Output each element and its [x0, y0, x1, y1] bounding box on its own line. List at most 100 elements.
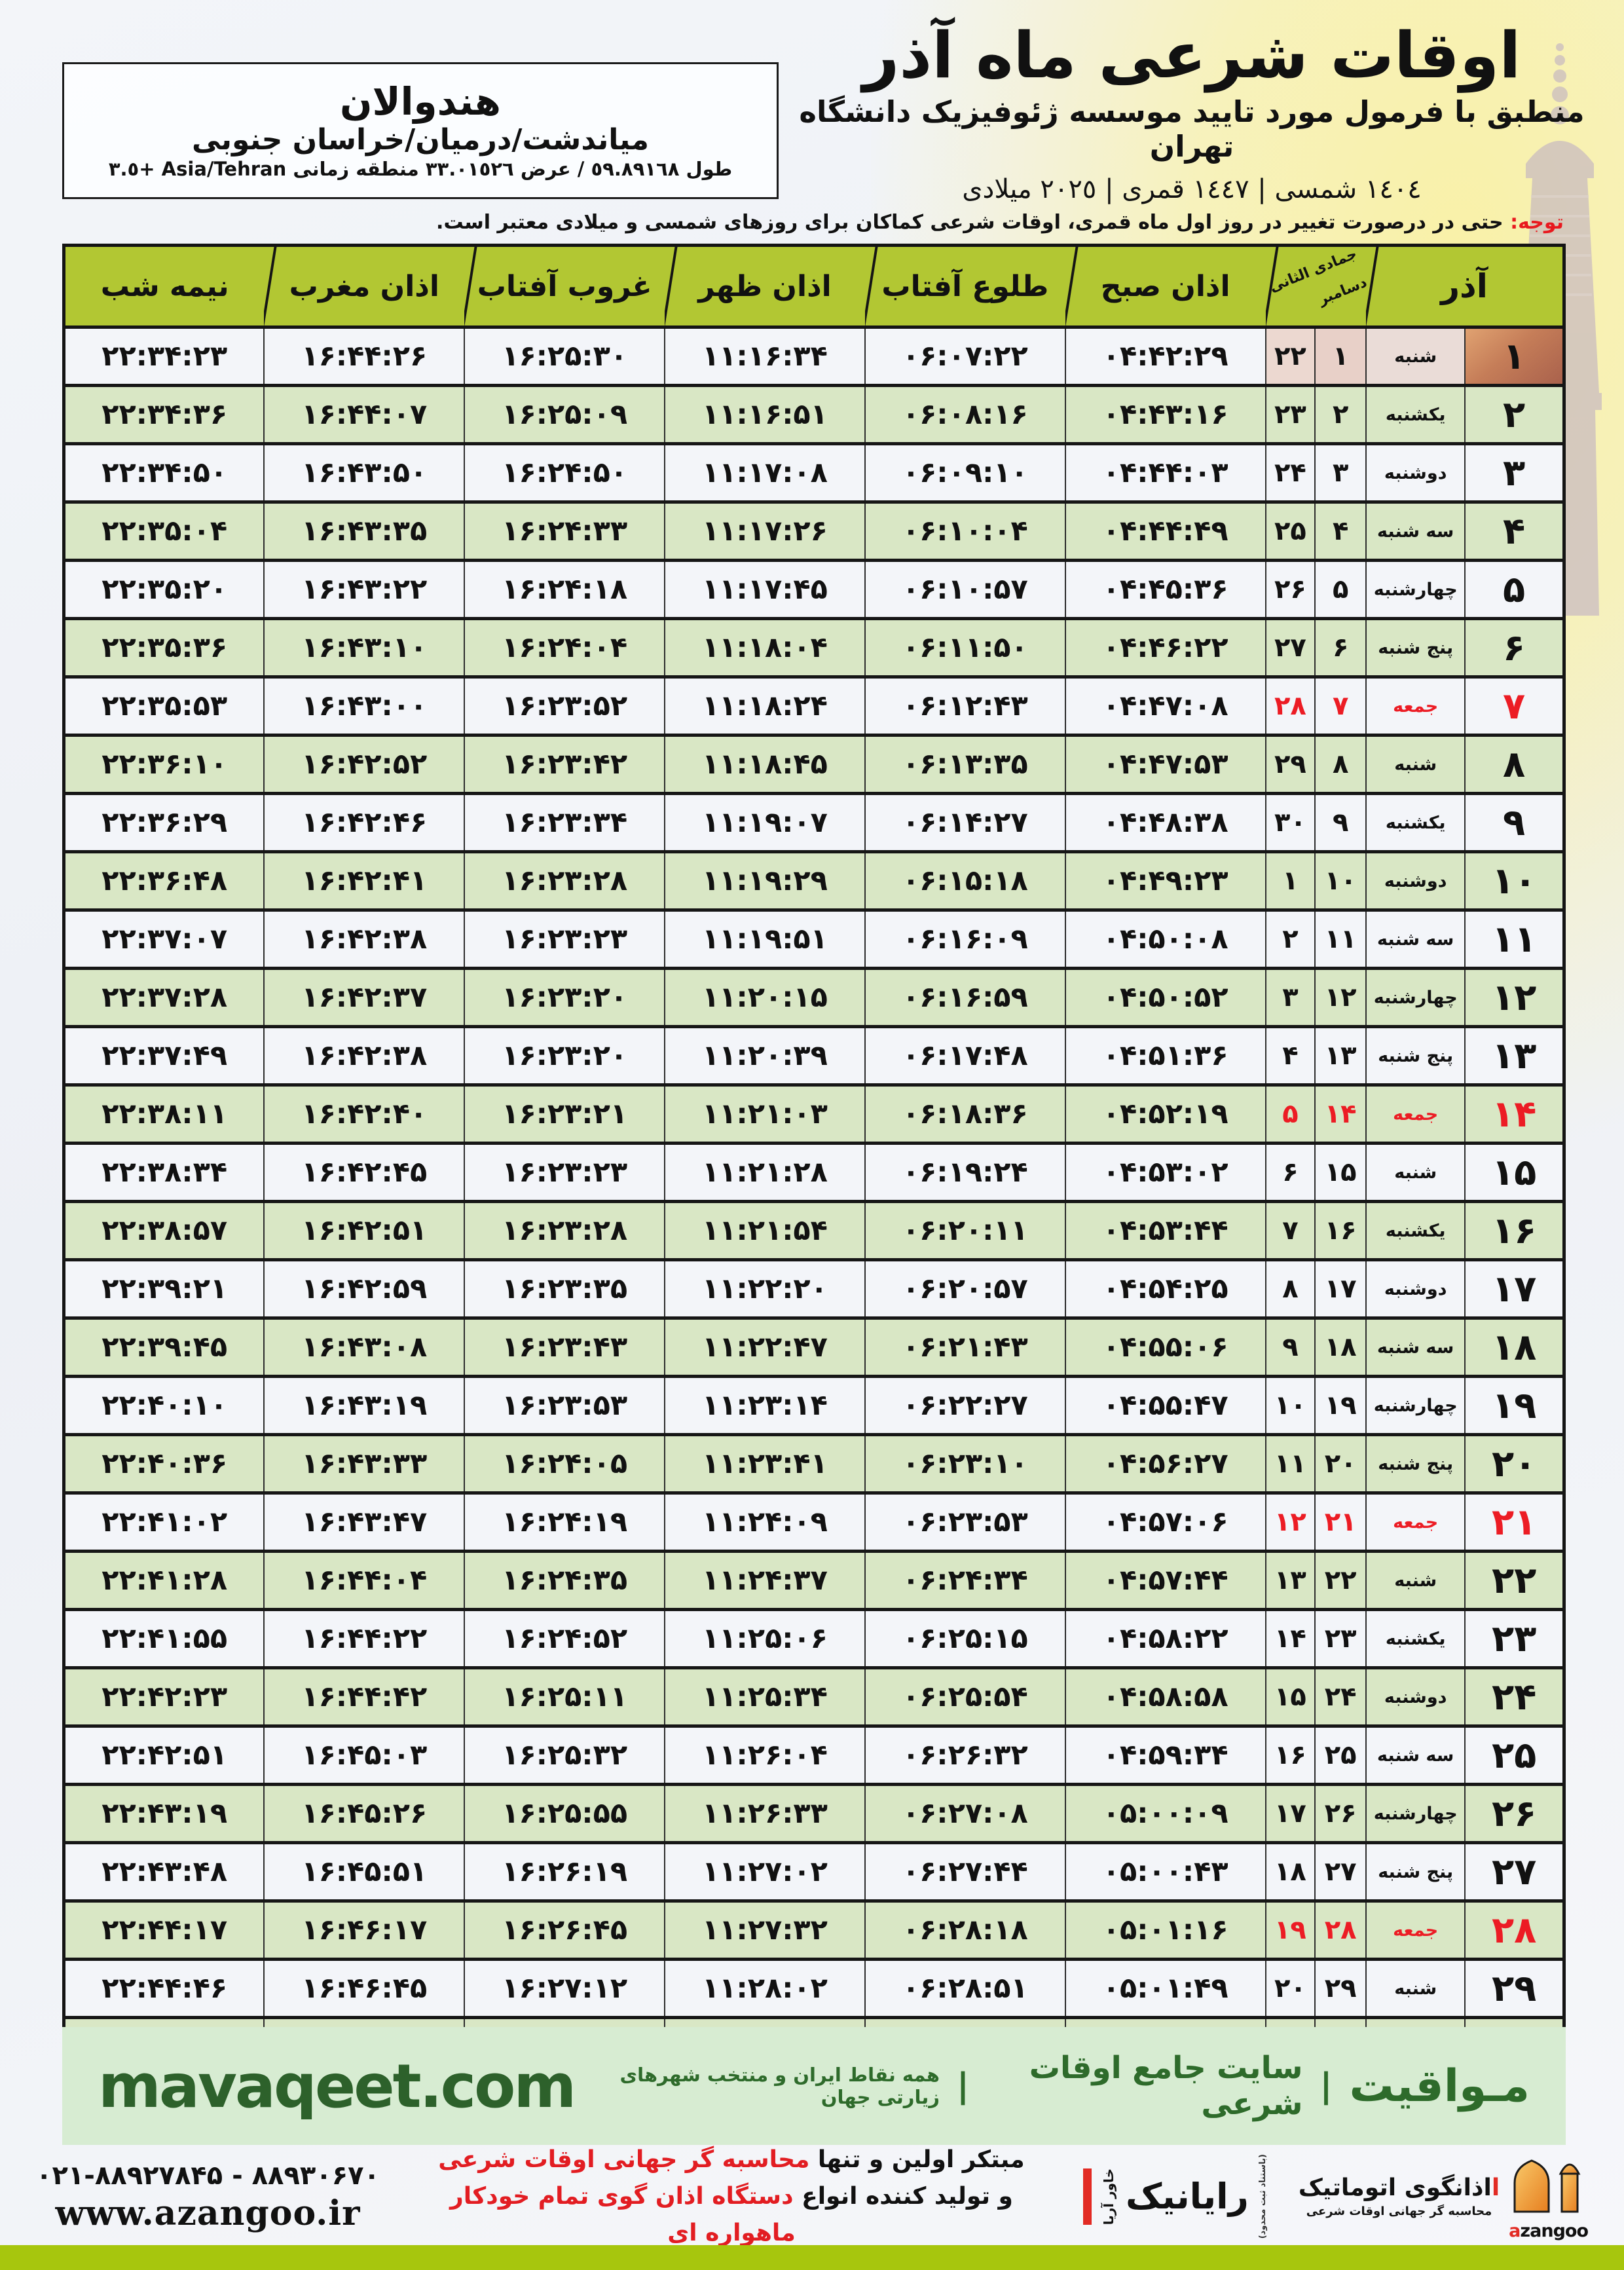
gregorian-day-cell: ۲۴ [1264, 442, 1316, 504]
hijri-day-cell: ۱۸ [1314, 1316, 1367, 1378]
title-block: اوقات شرعی ماه آذر منطبق با فرمول مورد ت… [779, 18, 1604, 204]
sunrise-time-cell: ۰۶:۱۷:۴۸ [864, 1025, 1066, 1087]
sunrise-time-cell: ۰۶:۲۰:۵۷ [864, 1258, 1066, 1320]
promo-text-block: مبتکر اولین و تنها محاسبه گر جهانی اوقات… [411, 2142, 1052, 2251]
sunrise-time-cell: ۰۶:۲۸:۵۱ [864, 1958, 1066, 2019]
hijri-day-cell: ۱۱ [1314, 908, 1367, 970]
midnight-time-cell: ۲۲:۳۴:۳۶ [63, 384, 265, 445]
weekday-cell: دوشنبه [1365, 1258, 1466, 1320]
weekday-cell: سه شنبه [1365, 1724, 1466, 1786]
table-row: ۴ سه شنبه ۴ ۲۵ ۰۴:۴۴:۴۹ ۰۶:۱۰:۰۴ ۱۱:۱۷:۲… [63, 500, 1565, 562]
gregorian-day-cell: ۲۰ [1264, 1958, 1316, 2019]
dhuhr-time-cell: ۱۱:۱۷:۰۸ [664, 442, 866, 504]
mavaqeet-url: mavaqeet.com [98, 2051, 576, 2121]
azar-day-cell: ۴ [1464, 500, 1565, 562]
fajr-time-cell: ۰۴:۴۵:۳۶ [1064, 559, 1266, 620]
midnight-time-cell: ۲۲:۳۴:۲۳ [63, 326, 265, 387]
weekday-cell: شنبه [1365, 734, 1466, 795]
maghrib-time-cell: ۱۶:۴۶:۴۵ [263, 1958, 466, 2019]
midnight-time-cell: ۲۲:۳۵:۵۳ [63, 675, 265, 737]
weekday-cell: جمعه [1365, 1083, 1466, 1145]
fajr-time-cell: ۰۴:۴۸:۳۸ [1064, 792, 1266, 853]
sunset-time-cell: ۱۶:۲۳:۴۲ [464, 734, 666, 795]
hijri-day-cell: ۲۴ [1314, 1666, 1367, 1728]
azar-day-cell: ۱۳ [1464, 1025, 1565, 1087]
mavaqeet-desc-primary: سایت جامع اوقات شرعی [1029, 2050, 1303, 2122]
hijri-day-cell: ۲۲ [1314, 1550, 1367, 1611]
gregorian-day-cell: ۱۲ [1264, 1491, 1316, 1553]
sunset-time-cell: ۱۶:۲۴:۳۵ [464, 1550, 666, 1611]
dhuhr-time-cell: ۱۱:۲۸:۰۲ [664, 1958, 866, 2019]
hijri-day-cell: ۳ [1314, 442, 1367, 504]
gregorian-day-cell: ۲۶ [1264, 559, 1316, 620]
mavaqeet-fa-group: مـواقیت | سایت جامع اوقات شرعی | همه نقا… [574, 2050, 1530, 2122]
table-row: ۵ چهارشنبه ۵ ۲۶ ۰۴:۴۵:۳۶ ۰۶:۱۰:۵۷ ۱۱:۱۷:… [63, 559, 1565, 620]
dhuhr-time-cell: ۱۱:۲۶:۰۴ [664, 1724, 866, 1786]
sunset-time-cell: ۱۶:۲۵:۱۱ [464, 1666, 666, 1728]
gregorian-day-cell: ۱۰ [1264, 1375, 1316, 1436]
azar-day-cell: ۱۱ [1464, 908, 1565, 970]
weekday-cell: یکشنبه [1365, 1200, 1466, 1261]
maghrib-time-cell: ۱۶:۴۲:۵۱ [263, 1200, 466, 1261]
rayanik-logo-block: (باستناد ثبت محدود) رایانیک خاور آریا [1083, 2154, 1268, 2239]
bottom-info-row: azangoo ااذانگوی اتوماتیک محاسبه گر جهان… [36, 2146, 1589, 2246]
weekday-cell: چهارشنبه [1365, 559, 1466, 620]
fajr-time-cell: ۰۴:۵۸:۵۸ [1064, 1666, 1266, 1728]
table-row: ۲۴ دوشنبه ۲۴ ۱۵ ۰۴:۵۸:۵۸ ۰۶:۲۵:۵۴ ۱۱:۲۵:… [63, 1666, 1565, 1728]
hijri-day-cell: ۲۹ [1314, 1958, 1367, 2019]
hijri-day-cell: ۱۵ [1314, 1142, 1367, 1203]
sunset-time-cell: ۱۶:۲۴:۵۰ [464, 442, 666, 504]
midnight-time-cell: ۲۲:۳۶:۱۰ [63, 734, 265, 795]
sunrise-time-cell: ۰۶:۰۹:۱۰ [864, 442, 1066, 504]
table-row: ۲۱ جمعه ۲۱ ۱۲ ۰۴:۵۷:۰۶ ۰۶:۲۳:۵۳ ۱۱:۲۴:۰۹… [63, 1491, 1565, 1553]
azar-day-cell: ۲۶ [1464, 1783, 1565, 1844]
hijri-day-cell: ۶ [1314, 617, 1367, 679]
page-title: اوقات شرعی ماه آذر [862, 18, 1521, 92]
sunrise-time-cell: ۰۶:۲۶:۳۲ [864, 1724, 1066, 1786]
hijri-day-cell: ۲۸ [1314, 1899, 1367, 1961]
midnight-time-cell: ۲۲:۴۱:۲۸ [63, 1550, 265, 1611]
fajr-time-cell: ۰۴:۴۲:۲۹ [1064, 326, 1266, 387]
gregorian-day-cell: ۲ [1264, 908, 1316, 970]
azar-day-cell: ۶ [1464, 617, 1565, 679]
dhuhr-time-cell: ۱۱:۱۹:۰۷ [664, 792, 866, 853]
midnight-time-cell: ۲۲:۳۵:۰۴ [63, 500, 265, 562]
weekday-cell: یکشنبه [1365, 384, 1466, 445]
azar-day-cell: ۵ [1464, 559, 1565, 620]
table-row: ۲۰ پنج شنبه ۲۰ ۱۱ ۰۴:۵۶:۲۷ ۰۶:۲۳:۱۰ ۱۱:۲… [63, 1433, 1565, 1495]
fajr-time-cell: ۰۴:۵۷:۴۴ [1064, 1550, 1266, 1611]
dhuhr-time-cell: ۱۱:۲۳:۴۱ [664, 1433, 866, 1495]
weekday-cell: جمعه [1365, 1899, 1466, 1961]
fajr-time-cell: ۰۴:۵۵:۴۷ [1064, 1375, 1266, 1436]
dhuhr-time-cell: ۱۱:۲۱:۰۳ [664, 1083, 866, 1145]
dhuhr-time-cell: ۱۱:۱۷:۴۵ [664, 559, 866, 620]
azangoo-title-fa: ااذانگوی اتوماتیک [1298, 2174, 1500, 2201]
azar-day-cell: ۲۰ [1464, 1433, 1565, 1495]
azar-day-cell: ۳ [1464, 442, 1565, 504]
gregorian-day-cell: ۱۳ [1264, 1550, 1316, 1611]
sunrise-time-cell: ۰۶:۰۷:۲۲ [864, 326, 1066, 387]
hijri-day-cell: ۲۶ [1314, 1783, 1367, 1844]
midnight-time-cell: ۲۲:۴۲:۵۱ [63, 1724, 265, 1786]
maghrib-time-cell: ۱۶:۴۲:۳۸ [263, 908, 466, 970]
gregorian-day-cell: ۲۲ [1264, 326, 1316, 387]
azar-day-cell: ۲۳ [1464, 1608, 1565, 1669]
fajr-time-cell: ۰۴:۴۴:۰۳ [1064, 442, 1266, 504]
midnight-time-cell: ۲۲:۳۷:۲۸ [63, 967, 265, 1028]
sunrise-time-cell: ۰۶:۱۶:۵۹ [864, 967, 1066, 1028]
column-header-azar: آذر [1366, 245, 1564, 329]
gregorian-day-cell: ۲۷ [1264, 617, 1316, 679]
hijri-day-cell: ۸ [1314, 734, 1367, 795]
sunset-time-cell: ۱۶:۲۳:۵۳ [464, 1375, 666, 1436]
azar-day-cell: ۱۲ [1464, 967, 1565, 1028]
table-row: ۲۳ یکشنبه ۲۳ ۱۴ ۰۴:۵۸:۲۲ ۰۶:۲۵:۱۵ ۱۱:۲۵:… [63, 1608, 1565, 1669]
weekday-cell: جمعه [1365, 675, 1466, 737]
maghrib-time-cell: ۱۶:۴۵:۵۱ [263, 1841, 466, 1903]
table-row: ۱ شنبه ۱ ۲۲ ۰۴:۴۲:۲۹ ۰۶:۰۷:۲۲ ۱۱:۱۶:۳۴ ۱… [63, 326, 1565, 387]
hijri-day-cell: ۱۲ [1314, 967, 1367, 1028]
table-row: ۶ پنج شنبه ۶ ۲۷ ۰۴:۴۶:۲۲ ۰۶:۱۱:۵۰ ۱۱:۱۸:… [63, 617, 1565, 679]
phone-numbers: ۰۲۱-۸۸۹۲۷۸۴۵ - ۸۸۹۳۰۶۷۰ [36, 2160, 380, 2191]
azar-day-cell: ۹ [1464, 792, 1565, 853]
dhuhr-time-cell: ۱۱:۲۲:۴۷ [664, 1316, 866, 1378]
sunrise-time-cell: ۰۶:۱۵:۱۸ [864, 850, 1066, 912]
